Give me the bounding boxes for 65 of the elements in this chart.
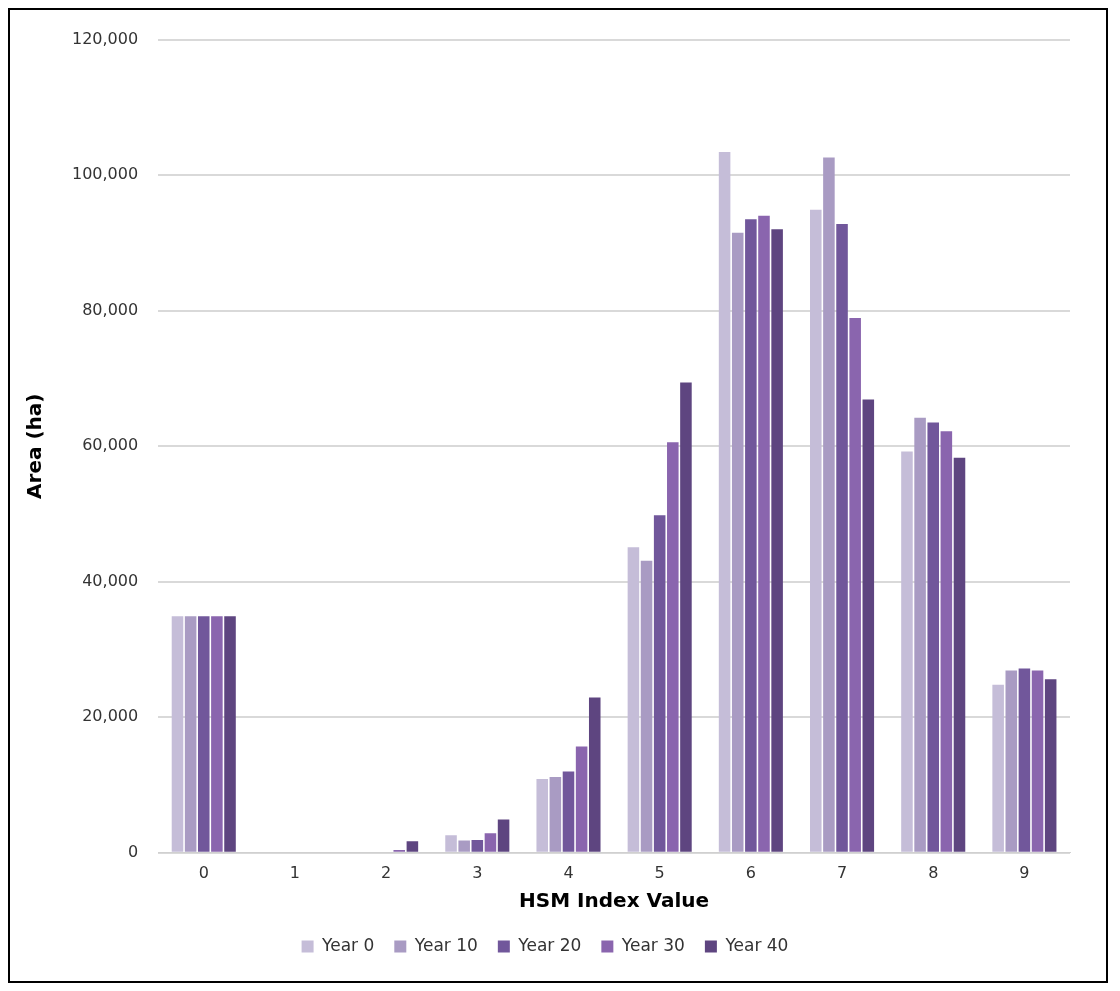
bar xyxy=(745,219,757,852)
x-tick-label: 3 xyxy=(472,862,483,882)
y-tick-label: 100,000 xyxy=(71,164,139,184)
bar xyxy=(640,560,653,852)
bar xyxy=(471,839,484,852)
bar xyxy=(940,431,953,852)
bar xyxy=(836,223,848,852)
bar xyxy=(171,616,184,852)
bar xyxy=(718,152,731,852)
legend-label: Year 20 xyxy=(517,934,582,955)
bar xyxy=(211,616,223,852)
bar xyxy=(549,776,562,852)
bar xyxy=(588,697,601,852)
x-tick-label: 8 xyxy=(928,862,939,882)
y-axis-title: Area (ha) xyxy=(22,393,47,499)
bar xyxy=(653,515,666,852)
x-tick-label: 6 xyxy=(745,862,756,882)
x-tick-label: 2 xyxy=(381,862,392,882)
bar xyxy=(771,229,783,852)
bar xyxy=(823,157,835,852)
y-tick-label: 60,000 xyxy=(82,435,139,455)
bar xyxy=(445,835,457,852)
bar xyxy=(953,457,966,852)
x-tick-label: 4 xyxy=(563,862,574,882)
bar xyxy=(197,616,210,852)
bar xyxy=(680,382,692,852)
legend-label: Year 10 xyxy=(413,934,478,955)
bar xyxy=(536,778,549,852)
bar xyxy=(927,422,939,852)
x-tick-label: 9 xyxy=(1019,862,1030,882)
bar xyxy=(1044,679,1057,852)
legend-label: Year 0 xyxy=(321,934,375,955)
bar xyxy=(575,746,588,852)
legend-label: Year 30 xyxy=(620,934,685,955)
y-tick-label: 20,000 xyxy=(82,706,139,726)
bar xyxy=(1031,670,1044,852)
bar xyxy=(731,232,744,852)
bar xyxy=(849,318,861,852)
bar xyxy=(992,684,1004,852)
bar xyxy=(914,417,926,852)
bar xyxy=(224,616,236,852)
bar xyxy=(497,819,510,852)
bar xyxy=(458,840,470,852)
bar xyxy=(667,442,679,852)
y-tick-label: 80,000 xyxy=(82,299,139,319)
x-axis-title: HSM Index Value xyxy=(519,888,710,913)
bar xyxy=(1005,670,1018,852)
x-tick-label: 7 xyxy=(836,862,848,882)
bar xyxy=(184,616,197,852)
bar xyxy=(758,215,770,852)
bar xyxy=(562,771,575,852)
bar xyxy=(627,547,640,852)
x-tick-label: 1 xyxy=(289,862,301,882)
y-tick-label: 40,000 xyxy=(82,570,139,590)
bar xyxy=(1018,668,1031,852)
x-tick-label: 5 xyxy=(654,862,665,882)
bar xyxy=(901,451,913,852)
bar xyxy=(810,209,822,852)
x-tick-label: 0 xyxy=(198,862,209,882)
bar xyxy=(484,833,497,852)
bar xyxy=(862,399,875,852)
y-tick-label: 120,000 xyxy=(71,28,139,48)
y-tick-label: 0 xyxy=(127,841,139,861)
bar xyxy=(406,841,419,852)
legend-label: Year 40 xyxy=(724,934,789,955)
